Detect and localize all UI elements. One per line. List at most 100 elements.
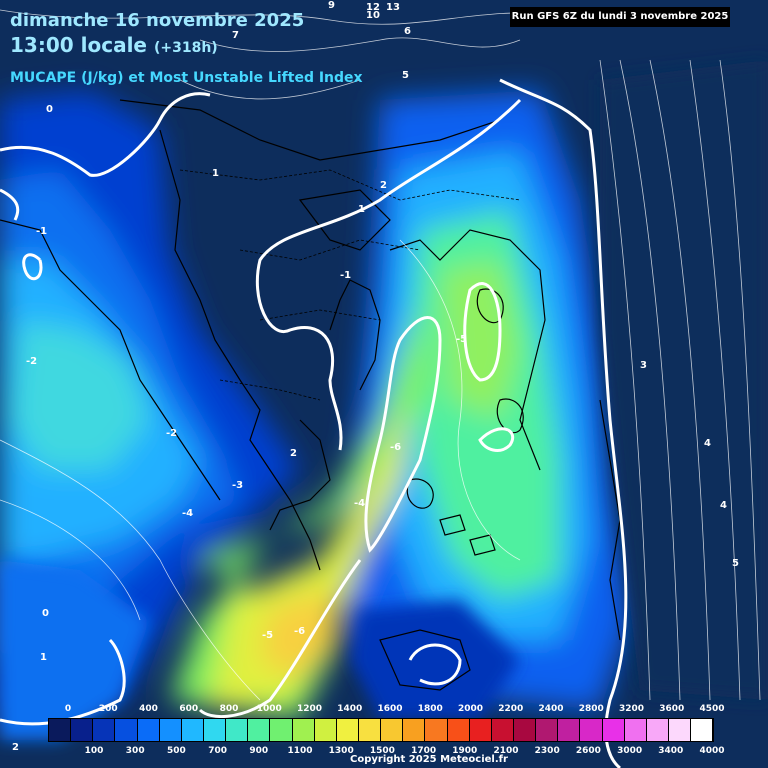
legend-swatch [314,719,337,741]
legend-swatch [49,719,72,741]
cape-field [0,90,630,720]
legend-swatch [602,719,625,741]
legend-tick-label: 0 [64,704,72,714]
contour-label: 3 [640,360,647,371]
contour-label: 12 [366,2,380,13]
legend-tick-label: 1000 [256,704,282,714]
contour-label: -4 [182,508,193,519]
legend-tick-label: 3200 [618,704,645,714]
legend-tick-label: 1400 [337,704,363,714]
thin-contours [0,9,761,701]
legend-swatch [358,719,382,741]
contour-label: 2 [380,180,387,191]
legend-tick-label: 3600 [659,704,685,714]
legend-swatch [336,719,359,741]
parameter-title: MUCAPE (J/kg) et Most Unstable Lifted In… [10,70,363,86]
legend-tick-label: 2100 [493,746,519,756]
forecast-offset: (+318h) [153,40,218,56]
legend-swatch [491,719,514,741]
run-info-badge: Run GFS 6Z du lundi 3 novembre 2025 [510,7,730,27]
contour-label: 2 [12,742,19,753]
contour-label: -2 [26,356,37,367]
forecast-date: dimanche 16 novembre 2025 [10,10,305,31]
legend-swatch [270,719,293,741]
legend-tick-label: 2400 [538,704,564,714]
legend-tick-label: 2800 [578,704,604,714]
forecast-time: 13:00 locale (+318h) [10,33,218,57]
contour-label: 5 [402,70,409,81]
legend-swatch [668,719,692,741]
legend-swatch [159,719,182,741]
legend-tick-label: 600 [179,704,199,714]
legend-tick-label: 1200 [296,704,323,714]
legend-tick-label: 3000 [617,746,643,756]
contour-label: 4 [704,438,711,449]
legend-swatch [137,719,160,741]
legend-swatch [248,719,271,741]
contour-label: -3 [232,480,243,491]
contour-label: -4 [354,498,365,509]
legend-swatch [536,719,559,741]
legend-swatch [292,719,315,741]
legend-tick-label: 900 [249,746,269,756]
legend-tick-label: 800 [219,704,239,714]
legend-tick-label: 400 [139,704,158,714]
contour-label: -2 [166,428,177,439]
contour-label: 6 [404,26,411,37]
legend-tick-label: 100 [84,746,104,756]
borders [179,169,521,401]
contour-label: 4 [720,500,727,511]
legend-swatch [447,719,470,741]
contour-label: 9 [328,0,335,11]
legend-swatch [425,719,448,741]
legend-swatch [513,719,537,741]
legend-tick-label: 1100 [287,746,313,756]
contour-label: -5 [262,630,273,641]
legend-swatch [469,719,492,741]
legend-swatch [624,719,647,741]
contour-label: -1 [340,270,351,281]
legend-swatch [203,719,227,741]
legend-swatch [558,719,581,741]
contour-label: -6 [390,442,401,453]
contour-label: 7 [232,30,239,41]
legend-tick-label: 2300 [534,746,560,756]
contour-label: 5 [732,558,739,569]
legend-tick-label: 1500 [369,746,395,756]
legend-tick-label: 2000 [457,704,484,714]
contour-label: 1 [212,168,219,179]
bold-contours [0,78,628,768]
legend-tick-label: 2200 [498,704,524,714]
contour-label: 13 [386,2,400,13]
legend-swatch [691,719,714,741]
legend-tick-label: 1300 [328,746,354,756]
legend-tick-label: 700 [208,746,227,756]
color-legend: 0 200 400 600 800 1000 1200 1400 1600 1800 2000 220… [48,700,725,758]
legend-tick-label: 300 [125,746,145,756]
contour-label: -1 [36,226,47,237]
legend-swatch [71,719,94,741]
contour-label: 1 [358,204,365,215]
legend-swatch [115,719,138,741]
legend-tick-label: 200 [98,704,118,714]
legend-tick-label: 2600 [575,746,601,756]
legend-tick-label: 4000 [699,746,725,756]
contour-label: 10 [366,10,380,21]
legend-tick-label: 1900 [452,746,478,756]
legend-swatch [93,719,116,741]
legend-tick-label: 3400 [658,746,684,756]
legend-swatch [403,719,426,741]
contour-label: 0 [42,608,49,619]
legend-color-bar [48,718,714,742]
legend-tick-label: 4500 [699,704,725,714]
legend-swatch [381,719,404,741]
contour-label: -5 [456,334,467,345]
legend-tick-label: 500 [166,746,186,756]
legend-swatch [646,719,669,741]
copyright-text: Copyright 2025 Meteociel.fr [350,754,508,765]
contour-label: 0 [46,104,53,115]
legend-swatch [181,719,204,741]
cape-field-lower [0,60,768,740]
contour-label: -6 [294,626,305,637]
